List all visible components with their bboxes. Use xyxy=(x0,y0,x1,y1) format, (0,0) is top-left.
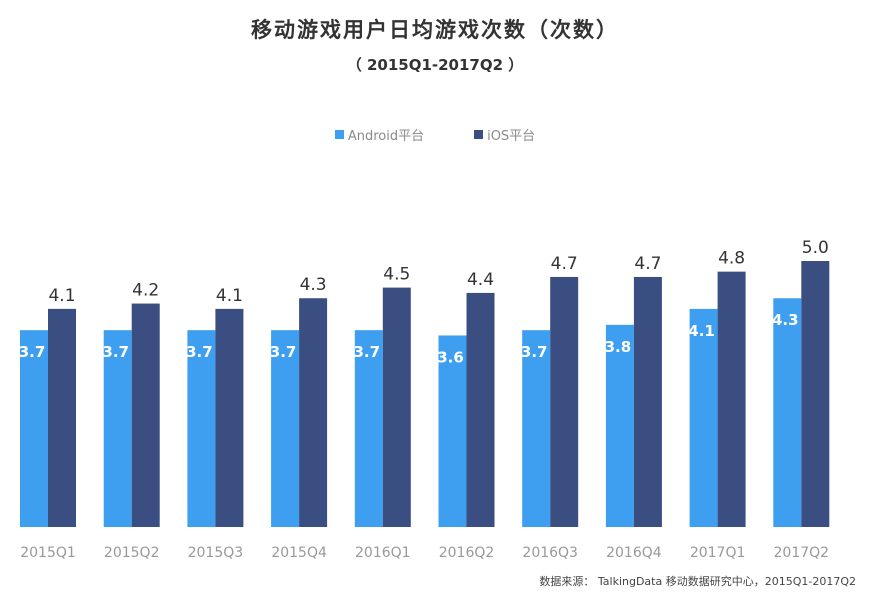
android-value-label-2015Q2: 3.7 xyxy=(102,343,129,361)
x-tick-label-2015Q2: 2015Q2 xyxy=(104,545,160,561)
android-bar-2015Q4 xyxy=(271,330,300,527)
android-bar-2015Q2 xyxy=(103,330,132,527)
android-value-label-2017Q2: 4.3 xyxy=(772,311,799,329)
chart-title: 移动游戏用户日均游戏次数（次数） xyxy=(251,18,619,42)
legend-item-ios: iOS平台 xyxy=(474,125,535,144)
android-value-label-2017Q1: 4.1 xyxy=(688,322,715,340)
android-value-label-2016Q3: 3.7 xyxy=(521,343,548,361)
legend-swatch-android xyxy=(334,130,344,139)
ios-value-label-2015Q2: 4.2 xyxy=(132,281,159,301)
x-tick-label-2016Q2: 2016Q2 xyxy=(439,545,495,561)
android-bar-2015Q3 xyxy=(187,330,216,527)
ios-bar-2016Q3 xyxy=(550,276,579,527)
ios-value-label-2015Q4: 4.3 xyxy=(300,275,327,295)
ios-bar-2015Q1 xyxy=(48,308,76,527)
android-value-label-2015Q1: 3.7 xyxy=(19,343,46,361)
x-tick-label-2016Q4: 2016Q4 xyxy=(606,545,662,561)
x-tick-label-2015Q4: 2015Q4 xyxy=(271,545,327,561)
legend-label-ios: iOS平台 xyxy=(487,129,536,144)
android-value-label-2016Q2: 3.6 xyxy=(437,348,464,366)
ios-bar-2016Q2 xyxy=(466,292,495,527)
legend-label-android: Android平台 xyxy=(347,129,425,144)
ios-bar-2016Q1 xyxy=(382,287,411,527)
x-tick-label-2015Q3: 2015Q3 xyxy=(188,545,244,561)
chart-subtitle: （ 2015Q1-2017Q2 ） xyxy=(346,56,524,74)
ios-value-label-2015Q1: 4.1 xyxy=(48,286,75,306)
ios-value-label-2016Q1: 4.5 xyxy=(383,265,410,285)
ios-bar-2017Q1 xyxy=(717,271,746,527)
ios-bar-2015Q2 xyxy=(131,303,160,527)
ios-value-label-2017Q2: 5.0 xyxy=(802,238,829,258)
x-tick-label-2017Q2: 2017Q2 xyxy=(774,545,830,561)
x-tick-label-2015Q1: 2015Q1 xyxy=(20,545,76,561)
android-bar-2016Q1 xyxy=(354,330,383,527)
source-note: 数据来源： TalkingData 移动数据研究中心，2015Q1-2017Q2 xyxy=(539,575,856,588)
legend-item-android: Android平台 xyxy=(334,125,425,144)
android-value-label-2015Q3: 3.7 xyxy=(186,343,213,361)
ios-bar-2015Q3 xyxy=(215,308,244,527)
android-value-label-2015Q4: 3.7 xyxy=(270,343,297,361)
android-bar-2016Q4 xyxy=(605,324,634,527)
ios-bar-2015Q4 xyxy=(299,298,328,527)
android-bar-2015Q1 xyxy=(20,330,48,527)
ios-bar-2017Q2 xyxy=(801,261,830,527)
ios-value-label-2015Q3: 4.1 xyxy=(216,286,243,306)
x-tick-label-2016Q1: 2016Q1 xyxy=(355,545,411,561)
legend-swatch-ios xyxy=(474,130,484,139)
android-bar-2016Q3 xyxy=(522,330,551,527)
ios-value-label-2016Q3: 4.7 xyxy=(551,254,578,274)
ios-value-label-2016Q4: 4.7 xyxy=(634,254,661,274)
ios-bar-2016Q4 xyxy=(633,276,662,527)
android-bar-2017Q1 xyxy=(689,308,718,527)
android-bar-2016Q2 xyxy=(438,335,467,527)
ios-value-label-2017Q1: 4.8 xyxy=(718,249,745,269)
ios-value-label-2016Q2: 4.4 xyxy=(467,270,494,290)
x-tick-label-2017Q1: 2017Q1 xyxy=(690,545,746,561)
android-bar-2017Q2 xyxy=(773,298,802,527)
android-value-label-2016Q1: 3.7 xyxy=(354,343,381,361)
legend: Android平台 iOS平台 xyxy=(0,125,870,144)
android-value-label-2016Q4: 3.8 xyxy=(605,338,632,356)
x-tick-label-2016Q3: 2016Q3 xyxy=(522,545,578,561)
